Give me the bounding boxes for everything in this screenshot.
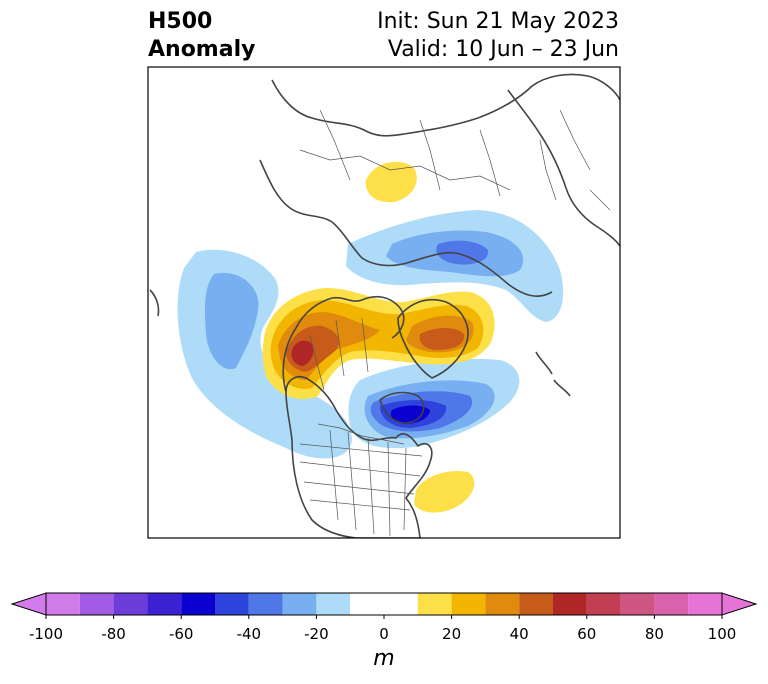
alaska-canada-arctic-coast bbox=[282, 295, 405, 393]
atlantic-high bbox=[414, 470, 475, 513]
canada-provinces bbox=[309, 317, 369, 391]
colorbar-bin-7 bbox=[282, 593, 317, 615]
colorbar-tick-label: -40 bbox=[236, 625, 262, 643]
eurasia-arctic-coast bbox=[271, 73, 620, 137]
colorbar-extend-min bbox=[10, 592, 47, 616]
valid-range: Valid: 10 Jun – 23 Jun bbox=[387, 37, 619, 62]
colorbar-extend-max bbox=[721, 592, 758, 616]
hudson-low-core bbox=[390, 405, 430, 424]
colorbar-tick-label: 0 bbox=[379, 625, 389, 643]
map-title: H500 Anomaly bbox=[148, 8, 255, 64]
colorbar-tick-label: -80 bbox=[101, 625, 126, 643]
iceland-uk-coast bbox=[535, 351, 571, 397]
colorbar-bin-16 bbox=[620, 593, 655, 615]
colorbar-bin-8 bbox=[316, 593, 351, 615]
europe-coast bbox=[507, 89, 620, 247]
us-state-lines bbox=[299, 429, 423, 537]
pacific-low-inner bbox=[204, 272, 259, 370]
eurasia-borders bbox=[299, 109, 611, 211]
colorbar-bin-17 bbox=[654, 593, 689, 615]
colorbar-bin-1 bbox=[79, 593, 114, 615]
anomaly-shading bbox=[149, 73, 620, 538]
colorbar-bin-6 bbox=[248, 593, 283, 615]
us-canada-border bbox=[317, 423, 405, 445]
title-line-2: Anomaly bbox=[148, 37, 256, 62]
colorbar-tick-label: -100 bbox=[28, 625, 64, 643]
colorbar-tick-label: 80 bbox=[644, 625, 664, 643]
ridge-east-ring3 bbox=[419, 328, 465, 350]
colorbar-bin-10 bbox=[417, 593, 452, 615]
colorbar-tick-label: 40 bbox=[509, 625, 529, 643]
colorbar-bin-14 bbox=[553, 593, 587, 615]
colorbar-unit: m bbox=[373, 646, 395, 671]
hudson-bay-coast bbox=[379, 391, 425, 424]
map-frame bbox=[147, 66, 621, 539]
colorbar bbox=[10, 592, 758, 619]
colorbar-bin-2 bbox=[113, 593, 148, 615]
colorbar-bin-4 bbox=[181, 593, 215, 615]
colorbar-tick-label: 20 bbox=[442, 625, 462, 643]
forecast-dates: Init: Sun 21 May 2023 Valid: 10 Jun – 23… bbox=[377, 8, 619, 64]
north-america-coast bbox=[285, 376, 433, 538]
colorbar-bin-5 bbox=[215, 593, 249, 615]
colorbar-bin-11 bbox=[451, 593, 486, 615]
colorbar-tick-label: -60 bbox=[168, 625, 194, 643]
init-date: Init: Sun 21 May 2023 bbox=[377, 9, 619, 34]
colorbar-bin-18 bbox=[688, 593, 722, 615]
coastlines bbox=[149, 73, 620, 538]
colorbar-bin-13 bbox=[519, 593, 553, 615]
colorbar-tick-label: 60 bbox=[577, 625, 597, 643]
kara-high bbox=[365, 161, 417, 203]
colorbar-bin-12 bbox=[485, 593, 520, 615]
aleutian-coast bbox=[149, 289, 160, 317]
siberia-coast bbox=[259, 159, 553, 297]
colorbar-tick-label: 100 bbox=[707, 625, 737, 643]
ridge-west-core bbox=[291, 340, 314, 366]
colorbar-tick-label: -20 bbox=[304, 625, 329, 643]
colorbar-bin-3 bbox=[147, 593, 182, 615]
colorbar-bin-15 bbox=[586, 593, 621, 615]
colorbar-bin-0 bbox=[46, 593, 80, 615]
arctic-low-core bbox=[436, 240, 489, 265]
colorbar-bin-9 bbox=[350, 593, 418, 615]
political-borders bbox=[299, 109, 611, 537]
title-line-1: H500 bbox=[148, 9, 213, 34]
greenland-coast bbox=[397, 298, 469, 379]
